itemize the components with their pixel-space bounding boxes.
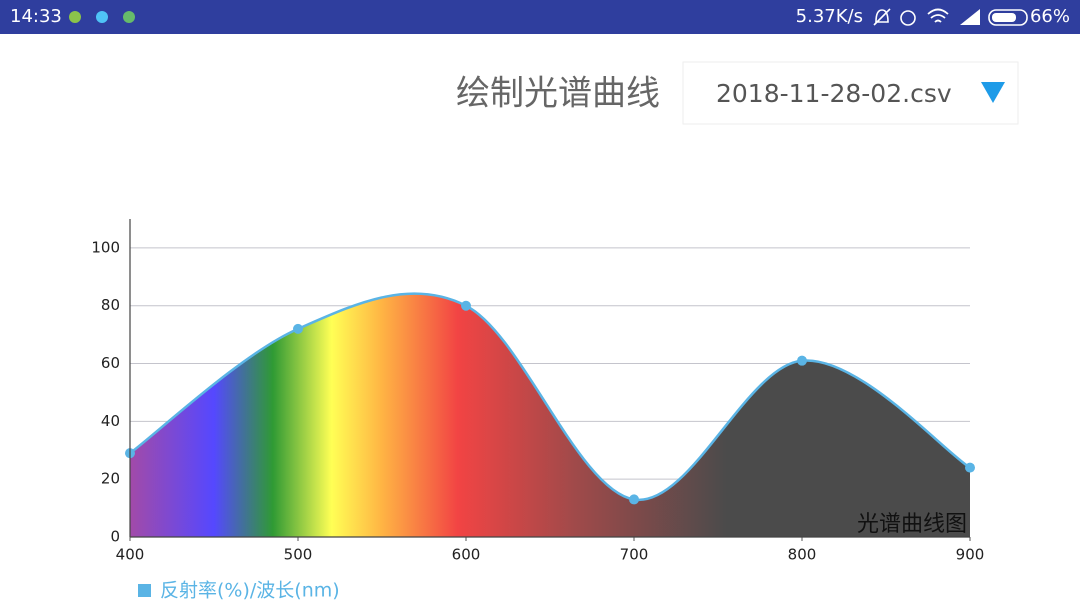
file-name: 2018-11-28-02.csv <box>716 79 952 108</box>
point <box>797 355 807 366</box>
chart: 0 20 40 60 80 100 400 500 600 700 800 900 反射率(%)/波长(… <box>91 219 984 602</box>
x-tick-label: 500 <box>284 546 313 564</box>
wifi-icon <box>927 8 949 23</box>
x-tick-label: 400 <box>116 546 145 564</box>
status-icon <box>69 11 81 23</box>
status-bar <box>0 0 1080 34</box>
status-icon <box>96 11 108 23</box>
page-title: 绘制光谱曲线 <box>456 74 660 114</box>
legend-label: 反射率(%)/波长(nm) <box>160 580 340 602</box>
status-icon <box>123 11 135 23</box>
y-tick-label: 0 <box>110 528 120 546</box>
mute-icon <box>873 8 891 26</box>
area <box>130 293 970 537</box>
signal-icon <box>960 9 980 25</box>
alarm-icon <box>900 10 916 26</box>
x-tick-label: 700 <box>620 546 649 564</box>
y-tick-label: 80 <box>101 296 120 314</box>
battery-level <box>992 13 1016 22</box>
point <box>461 300 471 311</box>
chart-description: 光谱曲线图 <box>857 512 967 537</box>
y-tick-label: 100 <box>91 238 120 256</box>
y-tick-label: 40 <box>101 412 120 430</box>
y-tick-label: 20 <box>101 470 120 488</box>
dropdown-arrow[interactable] <box>981 82 1005 103</box>
status-battery: 66% <box>1030 6 1070 27</box>
point <box>629 494 639 505</box>
status-time: 14:33 <box>10 6 62 27</box>
file-dropdown[interactable] <box>682 61 1019 125</box>
legend-swatch <box>138 584 151 597</box>
y-tick-label: 60 <box>101 354 120 372</box>
battery-icon <box>988 9 1028 26</box>
x-tick-label: 800 <box>788 546 817 564</box>
x-tick-label: 900 <box>956 546 985 564</box>
point <box>965 462 975 473</box>
x-tick-label: 600 <box>452 546 481 564</box>
point <box>293 323 303 334</box>
status-speed: 5.37K/s <box>796 6 863 27</box>
line <box>129 292 971 501</box>
